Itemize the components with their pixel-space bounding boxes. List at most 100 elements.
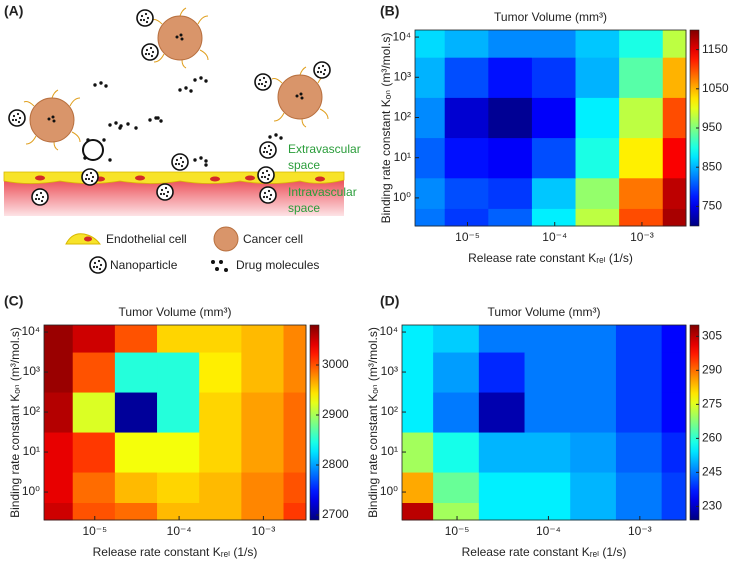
chart-title: Tumor Volume (mm³) <box>494 10 607 24</box>
heat-cell <box>157 392 200 433</box>
y-axis-label: Binding rate constant Kₒₙ (m³/mol.s) <box>379 33 393 224</box>
heat-cell <box>415 97 446 139</box>
heat-cell <box>415 137 446 179</box>
chart: 10⁻⁵ 10⁻⁴ 10⁻³ 10⁰ 10¹ 10² 10³ 10⁴ 230 245 260 275 2… <box>366 293 722 559</box>
legend-label: Endothelial cell <box>106 232 187 246</box>
plot-frame <box>43 324 307 521</box>
heat-cell <box>157 502 200 521</box>
heat-cell <box>199 472 242 503</box>
heat-cell <box>415 208 446 227</box>
heat-cell <box>615 352 663 393</box>
heat-cell <box>661 432 687 473</box>
y-tick-label: 10² <box>394 110 411 124</box>
colorbar-tick-label: 750 <box>702 199 722 213</box>
heat-cell <box>575 97 620 139</box>
heat-cell <box>199 502 242 521</box>
heat-cell <box>531 137 577 179</box>
heat-cell <box>241 502 285 521</box>
colorbar-tick-label: 260 <box>702 431 722 445</box>
heat-cell <box>114 325 158 353</box>
cancer-cells <box>23 7 329 151</box>
panel-label: (A) <box>4 3 23 19</box>
heat-cell <box>44 352 74 393</box>
heat-cell <box>531 57 577 98</box>
heat-cell <box>72 472 116 503</box>
heat-cell <box>241 325 285 353</box>
colorbar-tick-label: 3000 <box>322 357 349 371</box>
heat-cell <box>524 432 571 473</box>
heat-cell <box>415 30 446 58</box>
heat-cell <box>415 177 446 209</box>
drug-molecules <box>83 76 283 167</box>
heat-cell <box>570 352 617 393</box>
heat-cell <box>72 502 116 521</box>
heat-cell <box>662 30 687 58</box>
heat-cell <box>488 97 533 139</box>
heat-cell <box>575 177 620 209</box>
heat-cell <box>662 208 687 227</box>
heat-cell <box>241 432 285 473</box>
heat-cell <box>44 325 74 353</box>
heat-cell <box>402 472 434 503</box>
heat-cell <box>531 177 577 209</box>
heat-cell <box>433 472 480 503</box>
heat-cell <box>524 325 571 353</box>
y-tick-label: 10¹ <box>23 444 40 458</box>
legend-icon <box>65 233 102 245</box>
heat-cell <box>478 392 526 433</box>
heat-cell <box>531 97 577 139</box>
plot-frame <box>401 324 687 521</box>
x-tick-label: 10⁻⁵ <box>445 524 470 538</box>
heat-cell <box>662 97 687 139</box>
legend-icon <box>89 256 107 274</box>
heat-cell <box>283 325 307 353</box>
heat-cell <box>433 502 480 521</box>
panel-label: (D) <box>380 293 399 309</box>
panel-label: (C) <box>4 293 23 309</box>
heat-cell <box>524 392 571 433</box>
schematic: (A) Extravascular space Intravascular sp… <box>3 3 361 274</box>
y-tick-label: 10⁴ <box>379 324 398 338</box>
heat-cell <box>570 472 617 503</box>
heat-cell <box>44 472 74 503</box>
chart-title: Tumor Volume (mm³) <box>488 305 601 319</box>
heat-cell <box>615 472 663 503</box>
colorbar-tick-label: 230 <box>702 499 722 513</box>
y-tick-label: 10¹ <box>394 150 411 164</box>
colorbar-tick-label: 2800 <box>322 457 349 471</box>
heat-cell <box>444 30 489 58</box>
colorbar-tick-label: 290 <box>702 363 722 377</box>
heat-cell <box>283 392 307 433</box>
heat-cell <box>662 57 687 98</box>
heat-cell <box>662 137 687 179</box>
heat-cell <box>199 325 242 353</box>
colorbar-tick-label: 245 <box>702 465 722 479</box>
heat-cell <box>615 502 663 521</box>
heat-cell <box>478 325 526 353</box>
heat-cell <box>433 432 480 473</box>
y-tick-label: 10⁰ <box>380 484 398 498</box>
heat-cell <box>575 30 620 58</box>
heat-cell <box>402 352 434 393</box>
y-axis-label: Binding rate constant Kₒₙ (m³/mol.s) <box>8 327 22 518</box>
colorbar <box>689 324 700 521</box>
heat-cell <box>524 352 571 393</box>
heat-cell <box>619 97 664 139</box>
heat-cell <box>402 432 434 473</box>
x-tick-label: 10⁻³ <box>628 524 652 538</box>
x-tick-label: 10⁻³ <box>630 230 654 244</box>
heat-cell <box>114 352 158 393</box>
heat-cell <box>72 432 116 473</box>
heat-cell <box>433 392 480 433</box>
endothelium <box>3 171 345 184</box>
colorbar-tick-label: 305 <box>702 329 722 343</box>
heat-cell <box>488 208 533 227</box>
chart: 10⁻⁵ 10⁻⁴ 10⁻³ 10⁰ 10¹ 10² 10³ 10⁴ 750 850 950 1050… <box>379 3 729 265</box>
x-axis-label: Release rate constant Kᵣₑₗ (1/s) <box>462 545 627 559</box>
heat-cell <box>524 502 571 521</box>
heat-cell <box>241 352 285 393</box>
heat-cell <box>415 57 446 98</box>
heat-cell <box>241 392 285 433</box>
heat-cell <box>615 325 663 353</box>
